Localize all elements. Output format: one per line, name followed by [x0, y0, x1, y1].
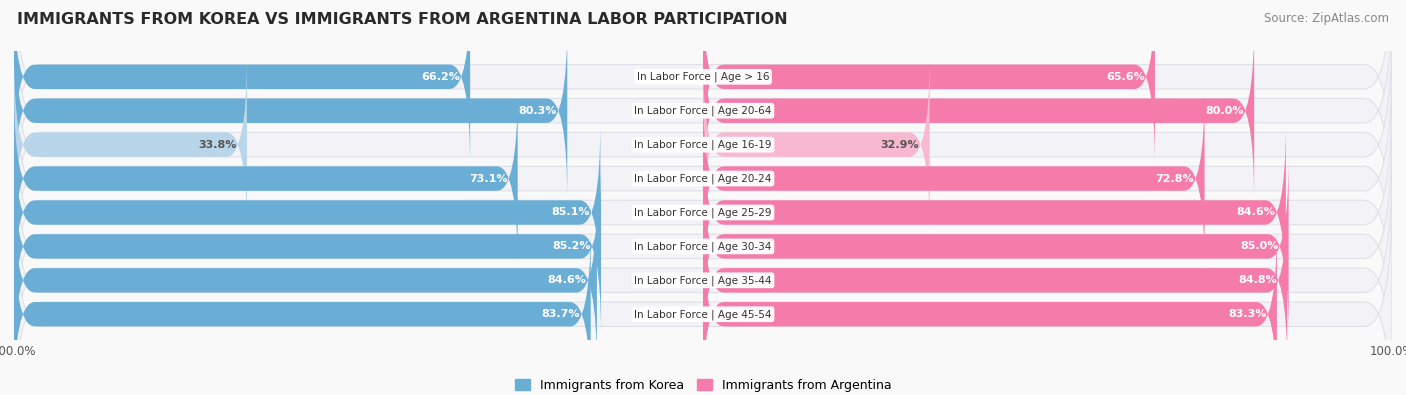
FancyBboxPatch shape	[14, 157, 1392, 395]
FancyBboxPatch shape	[14, 191, 1392, 395]
Text: 84.6%: 84.6%	[548, 275, 586, 285]
Text: Source: ZipAtlas.com: Source: ZipAtlas.com	[1264, 12, 1389, 25]
FancyBboxPatch shape	[14, 0, 1392, 234]
FancyBboxPatch shape	[14, 89, 517, 268]
FancyBboxPatch shape	[14, 55, 247, 234]
Text: 83.3%: 83.3%	[1229, 309, 1267, 319]
Text: 66.2%: 66.2%	[420, 72, 460, 82]
Text: In Labor Force | Age 25-29: In Labor Force | Age 25-29	[634, 207, 772, 218]
FancyBboxPatch shape	[14, 123, 1392, 370]
FancyBboxPatch shape	[703, 55, 929, 234]
Text: In Labor Force | Age > 16: In Labor Force | Age > 16	[637, 71, 769, 82]
Text: 65.6%: 65.6%	[1107, 72, 1144, 82]
Text: 73.1%: 73.1%	[468, 173, 508, 184]
Text: 32.9%: 32.9%	[880, 140, 920, 150]
FancyBboxPatch shape	[14, 0, 470, 166]
Text: IMMIGRANTS FROM KOREA VS IMMIGRANTS FROM ARGENTINA LABOR PARTICIPATION: IMMIGRANTS FROM KOREA VS IMMIGRANTS FROM…	[17, 12, 787, 27]
Text: 80.0%: 80.0%	[1205, 106, 1244, 116]
FancyBboxPatch shape	[703, 157, 1289, 336]
FancyBboxPatch shape	[14, 21, 1392, 268]
Text: 85.2%: 85.2%	[553, 241, 591, 251]
FancyBboxPatch shape	[703, 89, 1205, 268]
Text: In Labor Force | Age 20-64: In Labor Force | Age 20-64	[634, 105, 772, 116]
Text: 84.6%: 84.6%	[1237, 207, 1275, 218]
FancyBboxPatch shape	[14, 89, 1392, 336]
FancyBboxPatch shape	[703, 191, 1288, 370]
Text: 80.3%: 80.3%	[519, 106, 557, 116]
Text: 85.1%: 85.1%	[551, 207, 591, 218]
FancyBboxPatch shape	[14, 55, 1392, 302]
Text: In Labor Force | Age 35-44: In Labor Force | Age 35-44	[634, 275, 772, 286]
Text: In Labor Force | Age 45-54: In Labor Force | Age 45-54	[634, 309, 772, 320]
FancyBboxPatch shape	[14, 21, 567, 200]
Text: 85.0%: 85.0%	[1240, 241, 1278, 251]
Legend: Immigrants from Korea, Immigrants from Argentina: Immigrants from Korea, Immigrants from A…	[510, 374, 896, 395]
Text: In Labor Force | Age 30-34: In Labor Force | Age 30-34	[634, 241, 772, 252]
FancyBboxPatch shape	[703, 225, 1277, 395]
FancyBboxPatch shape	[14, 225, 591, 395]
Text: 84.8%: 84.8%	[1239, 275, 1277, 285]
Text: 83.7%: 83.7%	[541, 309, 581, 319]
FancyBboxPatch shape	[14, 123, 600, 302]
Text: In Labor Force | Age 16-19: In Labor Force | Age 16-19	[634, 139, 772, 150]
FancyBboxPatch shape	[14, 157, 600, 336]
FancyBboxPatch shape	[14, 0, 1392, 200]
FancyBboxPatch shape	[703, 123, 1286, 302]
FancyBboxPatch shape	[703, 0, 1154, 166]
FancyBboxPatch shape	[703, 21, 1254, 200]
Text: 72.8%: 72.8%	[1156, 173, 1194, 184]
Text: 33.8%: 33.8%	[198, 140, 236, 150]
FancyBboxPatch shape	[14, 191, 598, 370]
Text: In Labor Force | Age 20-24: In Labor Force | Age 20-24	[634, 173, 772, 184]
